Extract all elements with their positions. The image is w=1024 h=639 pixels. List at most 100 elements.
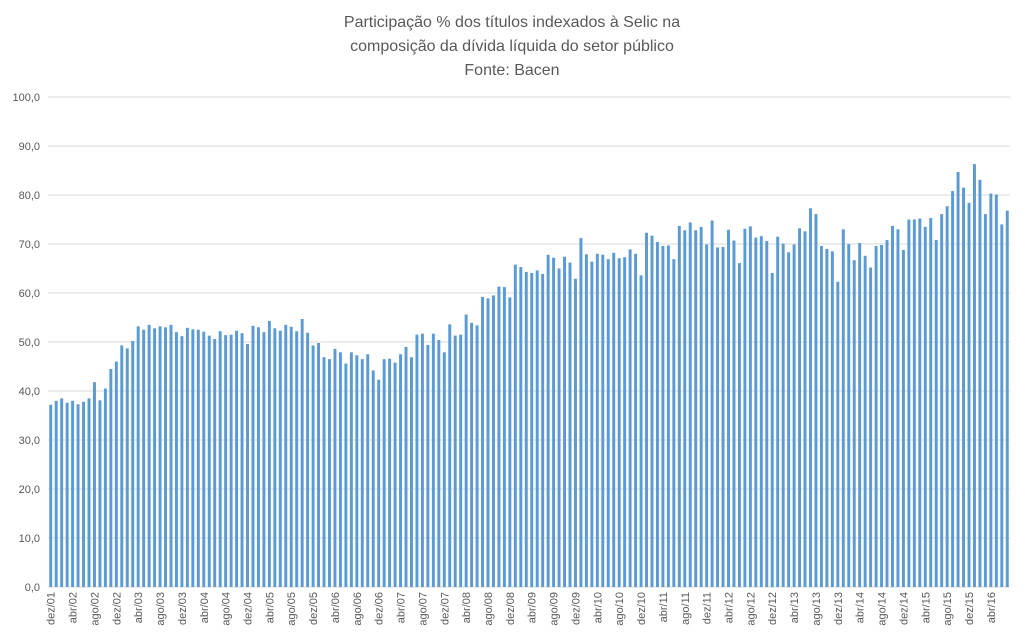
bar — [541, 273, 545, 587]
bar — [584, 254, 588, 588]
bar — [863, 255, 867, 587]
bar — [344, 363, 348, 587]
bar — [360, 359, 364, 587]
bar — [661, 245, 665, 587]
x-tick-label: abr/16 — [986, 592, 998, 623]
bar — [125, 348, 129, 587]
bar — [311, 345, 315, 587]
y-tick-label: 30,0 — [19, 435, 40, 447]
bar — [382, 359, 386, 587]
bar — [196, 329, 200, 587]
bar — [929, 218, 933, 587]
bar — [147, 324, 151, 587]
bar — [967, 202, 971, 587]
x-tick-label: ago/07 — [417, 592, 429, 626]
bar — [885, 240, 889, 587]
bar — [688, 222, 692, 587]
bar — [787, 252, 791, 587]
y-tick-label: 20,0 — [19, 484, 40, 496]
bar — [945, 206, 949, 587]
y-tick-label: 10,0 — [19, 533, 40, 545]
bar — [814, 214, 818, 588]
bar — [557, 268, 561, 587]
bar — [240, 333, 244, 587]
bar — [705, 244, 709, 588]
bar — [207, 335, 211, 587]
bar — [989, 193, 993, 587]
bar — [978, 179, 982, 587]
bar — [71, 400, 75, 587]
bar — [896, 229, 900, 588]
x-tick-label: ago/02 — [89, 592, 101, 626]
bar — [918, 218, 922, 587]
bar — [120, 345, 124, 587]
x-tick-label: abr/10 — [592, 592, 604, 623]
bar — [699, 226, 703, 587]
x-tick-label: dez/05 — [308, 592, 320, 625]
bar — [98, 400, 102, 587]
bar — [940, 214, 944, 588]
bar — [420, 333, 424, 587]
bar — [328, 359, 331, 587]
x-tick-label: dez/08 — [505, 592, 517, 625]
bar — [404, 346, 408, 587]
bar — [114, 361, 118, 587]
bar — [891, 225, 894, 587]
bar — [836, 281, 840, 587]
bar — [639, 275, 643, 587]
bar — [349, 352, 353, 587]
bar — [453, 335, 457, 587]
bar — [781, 243, 785, 587]
bar — [983, 214, 987, 588]
bar — [825, 248, 829, 587]
bar — [273, 328, 277, 587]
bar — [103, 388, 107, 587]
bar — [934, 240, 938, 587]
bar — [49, 404, 53, 587]
x-tick-label: dez/14 — [898, 592, 910, 625]
y-tick-label: 90,0 — [19, 141, 40, 153]
bar — [300, 318, 304, 587]
x-tick-label: dez/01 — [46, 592, 58, 625]
bar — [481, 296, 485, 587]
y-tick-label: 60,0 — [19, 288, 40, 300]
x-tick-label: abr/11 — [658, 592, 670, 622]
bar — [355, 355, 359, 587]
x-tick-label: abr/05 — [264, 592, 276, 623]
bar — [798, 228, 802, 587]
bar — [262, 332, 266, 587]
bar — [765, 241, 769, 587]
bar — [634, 253, 638, 588]
bar — [426, 344, 430, 587]
bar — [519, 267, 523, 587]
bar — [530, 272, 534, 587]
bar — [568, 262, 572, 587]
bar — [847, 244, 851, 587]
bar — [109, 368, 113, 587]
x-tick-label: dez/03 — [177, 592, 189, 625]
bar — [256, 327, 260, 587]
bar — [546, 254, 550, 587]
bar — [803, 231, 807, 587]
bar — [213, 339, 217, 587]
bar — [158, 326, 162, 587]
bar — [628, 249, 632, 587]
x-tick-label: ago/13 — [811, 592, 823, 626]
bar — [524, 271, 528, 587]
bar — [289, 326, 293, 587]
x-tick-label: abr/09 — [527, 592, 539, 623]
bar — [92, 382, 96, 587]
bar — [229, 334, 233, 587]
bar — [131, 341, 135, 587]
x-tick-label: ago/08 — [483, 592, 495, 626]
bar — [710, 220, 714, 588]
y-tick-label: 100,0 — [12, 92, 40, 104]
bar — [880, 244, 884, 588]
x-tick-label: ago/05 — [286, 592, 298, 626]
bar — [972, 164, 976, 587]
chart-title: composição da dívida líquida do setor pú… — [350, 38, 674, 55]
bar — [601, 254, 605, 587]
bar — [82, 401, 86, 587]
bar — [475, 325, 479, 587]
